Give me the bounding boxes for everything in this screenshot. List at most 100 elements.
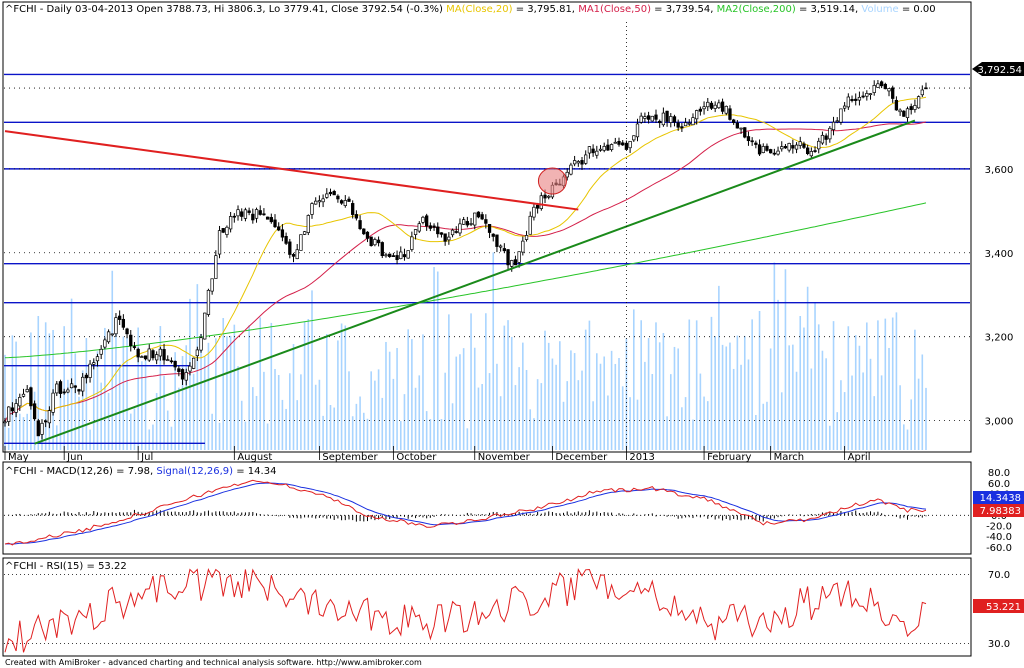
x-tick-label: August [237, 452, 272, 463]
candle [173, 360, 177, 371]
candle [262, 208, 266, 216]
candle [850, 95, 854, 103]
candle [358, 215, 362, 231]
candle [125, 327, 129, 339]
candle [402, 248, 407, 261]
candle [288, 238, 292, 259]
candle [920, 85, 924, 98]
candle [510, 259, 514, 272]
candle [332, 189, 336, 196]
candle [672, 114, 677, 127]
candle [3, 417, 7, 427]
candle [18, 393, 22, 411]
candle [240, 208, 244, 221]
price-title: ^FCHI - Daily 03-04-2013 Open 3788.73, H… [5, 4, 936, 15]
macd-tick-label: -40.0 [986, 532, 1012, 543]
candle [84, 372, 89, 384]
candle [595, 145, 599, 159]
candle [831, 116, 836, 136]
candle [317, 195, 322, 208]
candle [388, 253, 392, 258]
candle [188, 362, 192, 376]
candle [861, 91, 865, 99]
highlight-circle [537, 167, 567, 195]
candle [854, 93, 858, 106]
rsi-layer [4, 567, 970, 653]
candle [118, 310, 122, 326]
candle [443, 233, 447, 246]
volume-legend-value: = 0.00 [902, 4, 936, 15]
candle [757, 139, 762, 157]
candle [32, 400, 37, 421]
candle [354, 210, 359, 221]
candle [635, 118, 640, 142]
candle [524, 230, 529, 242]
candle [69, 378, 74, 389]
rsi-value-tag: 53.221 [973, 599, 1024, 613]
rsi-title: ^FCHI - RSI(15) = 53.22 [5, 561, 127, 572]
candle [528, 211, 532, 235]
candle [406, 250, 410, 259]
candle [177, 365, 181, 377]
candle [347, 196, 351, 202]
candle [369, 236, 373, 247]
candle [454, 226, 458, 234]
svg-text:3,792.54: 3,792.54 [977, 65, 1022, 76]
candle [646, 111, 651, 124]
candle [25, 385, 29, 393]
signal-value-tag: 14.3438 [973, 491, 1024, 504]
candle [310, 202, 314, 219]
candle [277, 222, 281, 232]
macd-panel-frame [2, 461, 972, 555]
candle [299, 234, 303, 251]
price-tick-label: 3,400 [985, 249, 1014, 260]
candle [221, 228, 225, 234]
candle [436, 222, 440, 238]
candle [687, 119, 691, 126]
candle [7, 406, 11, 426]
candle [121, 314, 126, 330]
candle [891, 85, 895, 103]
candle [129, 330, 133, 352]
rsi-panel-frame [2, 557, 972, 657]
candle [77, 388, 81, 395]
candle [106, 329, 111, 344]
candle [658, 119, 662, 128]
candle [473, 212, 477, 230]
candle [909, 103, 913, 115]
candle [502, 243, 506, 254]
x-tick-label: May [8, 452, 29, 463]
candle [410, 231, 414, 252]
candle [73, 385, 77, 394]
candle [717, 99, 721, 109]
candle [916, 95, 921, 109]
candle [539, 192, 543, 211]
candle [336, 194, 340, 203]
candle [376, 236, 381, 247]
candle [469, 218, 473, 227]
candle [513, 255, 518, 266]
ma20-legend-value: = 3,795.81, [516, 4, 575, 15]
candle [580, 156, 584, 170]
candle [44, 419, 48, 428]
candle [439, 232, 444, 238]
candle [913, 99, 917, 113]
candle [639, 112, 643, 124]
candle [887, 87, 891, 97]
candle [351, 200, 355, 219]
ma200-legend-label: MA2(Close,200) [717, 4, 796, 15]
candle [787, 142, 791, 153]
candle [110, 333, 114, 337]
candle [21, 388, 26, 398]
candle [99, 345, 103, 360]
candle [695, 109, 699, 125]
candle [180, 368, 185, 385]
candle [295, 244, 299, 260]
candle [506, 249, 510, 270]
candle [572, 155, 577, 167]
candle [143, 355, 148, 361]
candle [10, 402, 15, 415]
candle [743, 127, 747, 139]
x-tick-label: Jul [140, 452, 153, 463]
